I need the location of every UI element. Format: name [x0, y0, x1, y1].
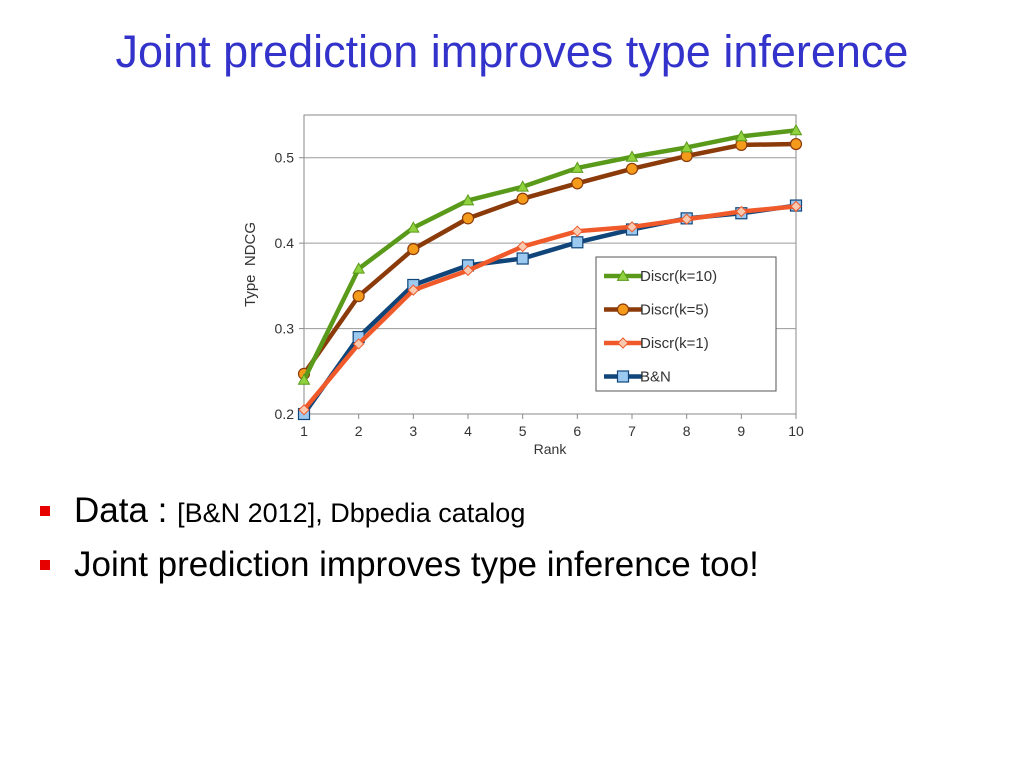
series-line	[302, 204, 797, 412]
data-point	[680, 213, 693, 225]
series-line	[302, 141, 797, 376]
legend-label: Discr(k=1)	[640, 335, 709, 352]
legend-label: B&N	[640, 369, 671, 386]
data-point	[789, 137, 803, 151]
chart-container: 0.2 0.3 0.4 0.5 1 2 3 4 5 6 7 8 9 10 Rank Type NDCG Disc…	[230, 100, 820, 470]
data-point	[297, 373, 311, 385]
data-point	[407, 243, 420, 256]
bullet-list: Data : [B&N 2012], Dbpedia catalog Joint…	[40, 484, 1000, 592]
data-point	[735, 205, 748, 218]
data-point	[461, 193, 475, 206]
data-point	[625, 162, 639, 175]
series-line	[301, 128, 797, 381]
data-point	[352, 290, 365, 303]
data-point	[626, 221, 638, 233]
bullet-text: Joint prediction improves type inference…	[74, 545, 759, 584]
data-point	[570, 161, 584, 173]
x-tick-label: 3	[409, 423, 417, 439]
x-tick-label: 2	[355, 423, 363, 439]
data-point	[406, 221, 420, 233]
x-tick-label: 6	[573, 423, 581, 439]
series-3	[298, 200, 802, 416]
slide-title: Joint prediction improves type inference	[115, 26, 909, 77]
series-2	[297, 137, 803, 380]
data-point	[407, 284, 420, 296]
x-tick-label: 10	[788, 423, 804, 439]
data-point	[571, 177, 584, 190]
legend-entry: B&N	[604, 369, 671, 386]
data-point	[790, 200, 802, 213]
y-tick-label: 0.3	[275, 321, 295, 337]
square-bullet-icon	[40, 506, 50, 516]
data-point	[789, 123, 803, 136]
data-point	[516, 240, 529, 253]
y-tick-label: 0.4	[275, 235, 295, 251]
data-point	[625, 150, 639, 162]
data-point	[516, 192, 529, 205]
data-point	[680, 140, 694, 153]
bullet-lead: Data :	[74, 491, 178, 530]
y-tick-label: 0.2	[275, 406, 295, 422]
legend-swatch-marker	[616, 303, 630, 316]
bullet-detail: [B&N 2012], Dbpedia catalog	[177, 498, 526, 528]
line-chart: 0.2 0.3 0.4 0.5 1 2 3 4 5 6 7 8 9 10 Rank Type NDCG Disc…	[242, 114, 804, 457]
x-tick-label: 5	[519, 423, 527, 439]
data-point	[734, 129, 748, 142]
data-point	[462, 264, 474, 277]
x-axis-label: Rank	[534, 441, 568, 457]
x-tick-label: 9	[737, 423, 745, 439]
legend: Discr(k=10) Discr(k=5) Discr(k=1) B&N	[595, 256, 777, 392]
bullet-text: Data : [B&N 2012], Dbpedia catalog	[74, 491, 525, 531]
legend-label: Discr(k=10)	[640, 268, 717, 285]
square-bullet-icon	[40, 560, 50, 570]
series-1	[297, 123, 803, 385]
legend-swatch-marker	[617, 337, 629, 349]
x-tick-label: 8	[683, 423, 691, 439]
bullet-item-joint: Joint prediction improves type inference…	[40, 538, 1000, 592]
data-point	[571, 225, 584, 237]
y-axis-label: Type NDCG	[242, 222, 259, 307]
legend-entry: Discr(k=1)	[604, 335, 709, 352]
x-tick-label: 1	[300, 423, 308, 439]
data-point	[352, 338, 365, 350]
legend-entry: Discr(k=10)	[604, 268, 717, 285]
data-point	[516, 252, 529, 265]
data-point	[352, 262, 366, 274]
y-tick-label: 0.5	[275, 150, 295, 166]
legend-label: Discr(k=5)	[640, 302, 709, 319]
legend-swatch-marker	[616, 370, 630, 383]
data-point	[516, 180, 530, 192]
bullet-item-data: Data : [B&N 2012], Dbpedia catalog	[40, 484, 1000, 538]
legend-entry: Discr(k=5)	[604, 302, 709, 319]
legend-swatch-marker	[616, 269, 630, 281]
data-point	[461, 212, 475, 225]
x-tick-label: 7	[628, 423, 636, 439]
x-tick-label: 4	[464, 423, 472, 439]
data-point	[298, 404, 310, 416]
data-point	[571, 236, 584, 249]
